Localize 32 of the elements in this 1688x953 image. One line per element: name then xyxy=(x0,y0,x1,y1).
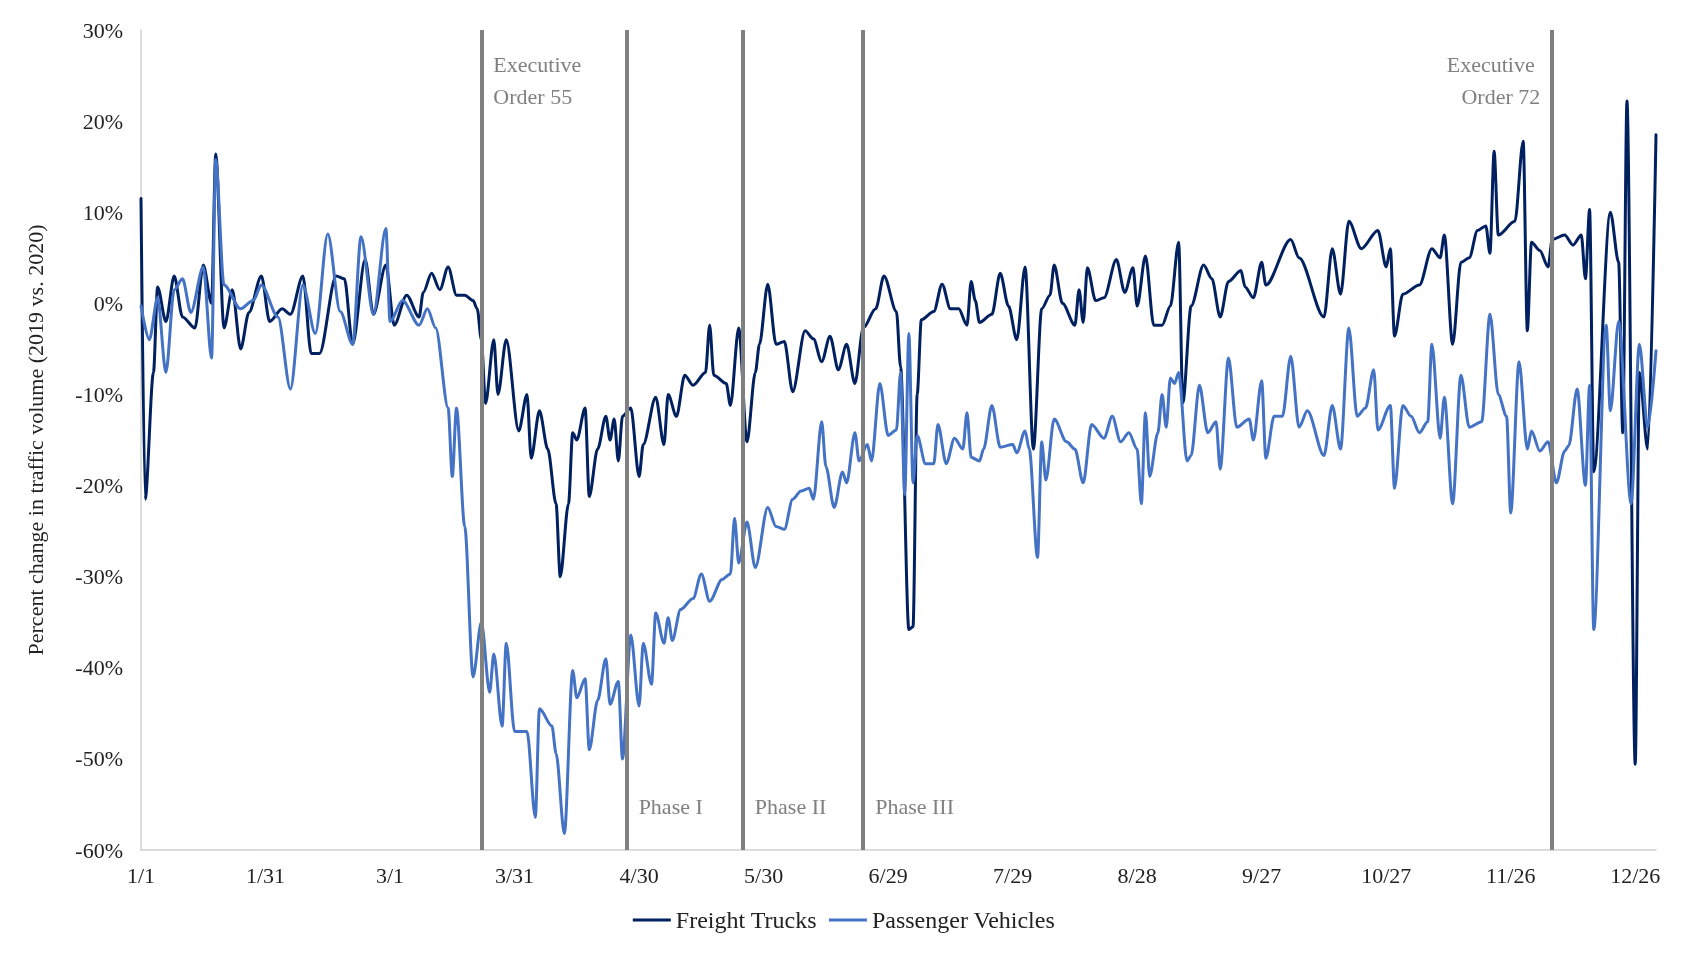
ref-line-label: Phase I xyxy=(638,793,703,819)
y-tick-label: -10% xyxy=(75,381,123,407)
legend-label: Passenger Vehicles xyxy=(871,907,1055,933)
y-tick-label: -30% xyxy=(75,564,123,590)
x-tick-label: 5/30 xyxy=(744,862,784,888)
ref-line-label: Executive Order 72 xyxy=(1446,51,1541,109)
x-tick-label: 3/31 xyxy=(495,862,535,888)
x-tick-label: 10/27 xyxy=(1361,862,1412,888)
ref-line-label: Phase II xyxy=(754,793,827,819)
x-tick-label: 1/31 xyxy=(245,862,286,888)
y-tick-label: 0% xyxy=(93,290,123,316)
ref-line-label: Phase III xyxy=(875,793,955,819)
line-series xyxy=(139,157,1658,836)
x-tick-label: 3/1 xyxy=(375,862,405,888)
y-tick-label: 20% xyxy=(82,108,123,134)
y-tick-label: -50% xyxy=(75,746,123,772)
x-tick-label: 1/1 xyxy=(126,862,156,888)
x-tick-label: 4/30 xyxy=(619,862,659,888)
x-tick-label: 11/26 xyxy=(1486,862,1536,888)
x-tick-label: 6/29 xyxy=(868,862,908,888)
y-tick-label: 30% xyxy=(82,17,123,43)
y-tick-label: -60% xyxy=(75,837,123,863)
legend-label: Freight Trucks xyxy=(675,907,817,933)
x-tick-label: 9/27 xyxy=(1242,862,1282,888)
x-tick-label: 7/29 xyxy=(993,862,1033,888)
y-tick-label: -20% xyxy=(75,473,123,499)
y-axis-title: Percent change in traffic volume (2019 vs. 2020) xyxy=(22,224,48,656)
y-tick-label: 10% xyxy=(82,199,123,225)
y-tick-label: -40% xyxy=(75,655,123,681)
x-tick-label: 8/28 xyxy=(1117,862,1157,888)
ref-line-label: Executive Order 55 xyxy=(493,51,587,109)
x-tick-label: 12/26 xyxy=(1610,862,1661,888)
